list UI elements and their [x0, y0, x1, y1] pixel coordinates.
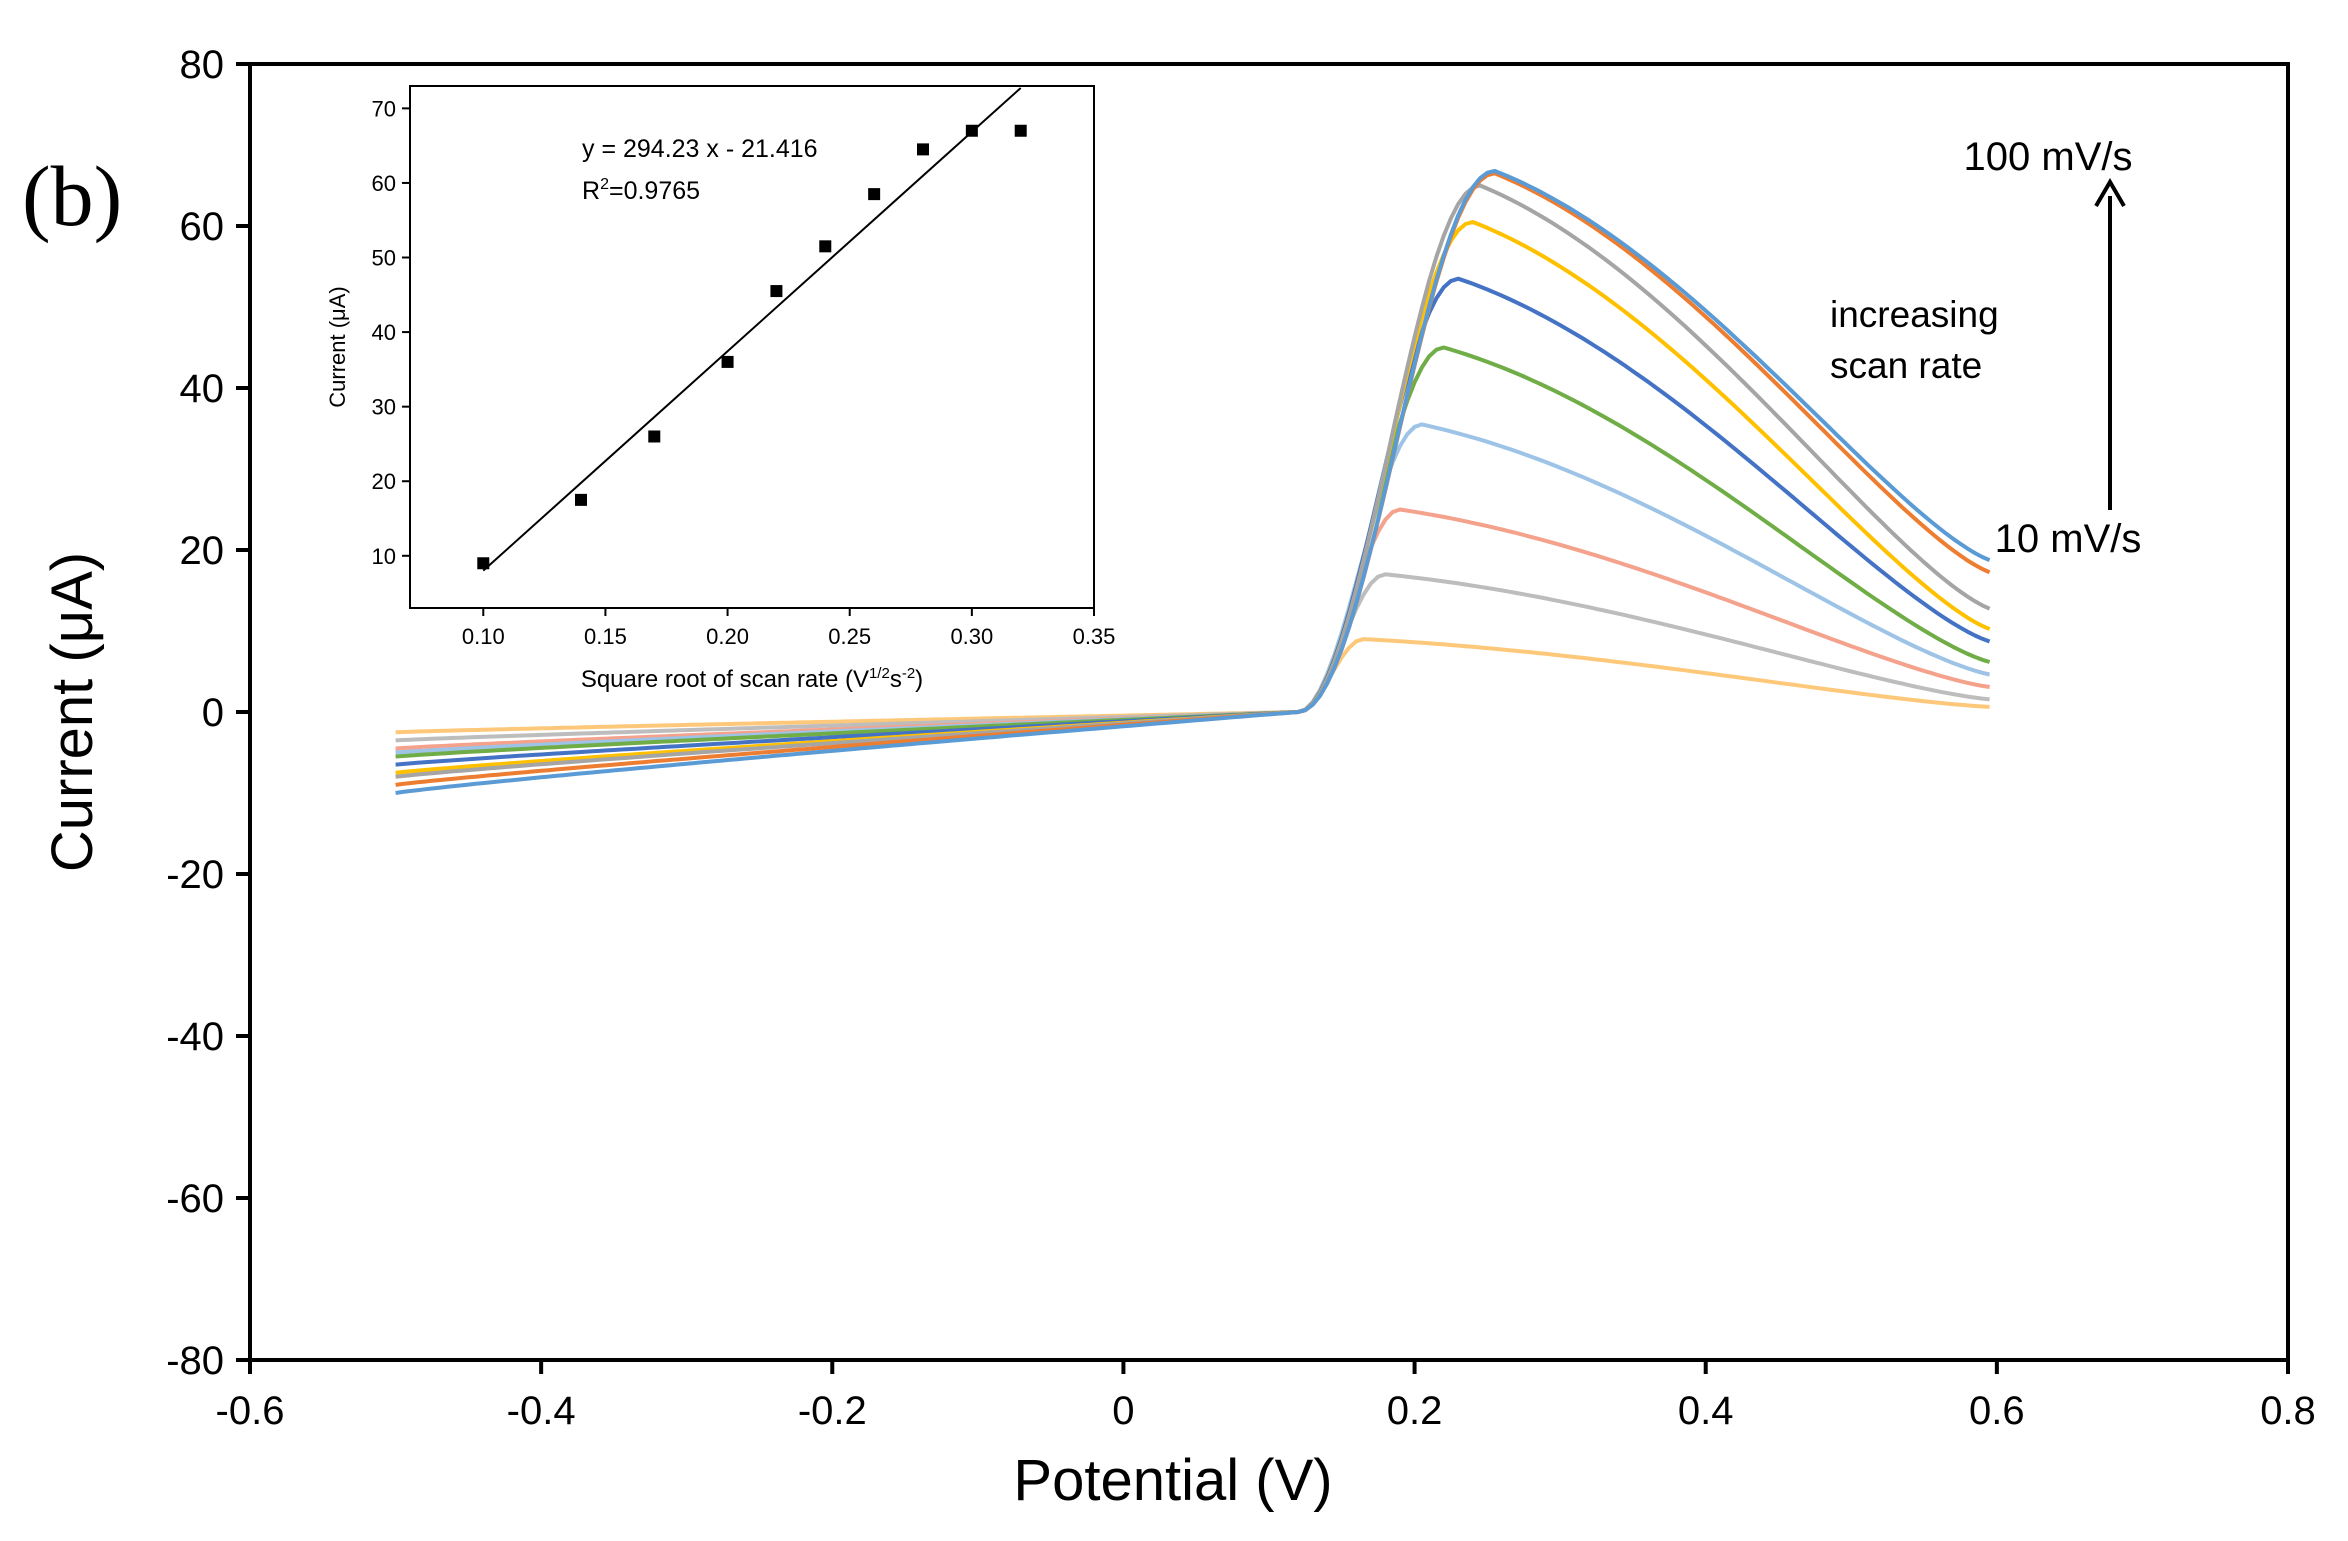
main-y-tick-label: -80	[166, 1339, 224, 1383]
inset-data-point	[1014, 124, 1027, 137]
main-y-tick-label: -40	[166, 1015, 224, 1059]
main-x-tick-label: 0.8	[2260, 1389, 2316, 1433]
main-y-axis-label: Current (μA)	[40, 552, 105, 872]
inset-data-point	[965, 124, 978, 137]
main-y-tick-label: -60	[166, 1177, 224, 1221]
inset-y-ticks: 10 20 30 40 50 60 70	[372, 96, 410, 569]
annotation-scan-rate: scan rate	[1830, 345, 1982, 386]
main-chart: -0.6 -0.4 -0.2 0 0.2 0.4 0.6 0.8 80 60 40 20 0 -20 -4…	[40, 43, 2316, 1513]
main-y-tick-label: -20	[166, 853, 224, 897]
inset-plot-frame	[409, 85, 1095, 609]
main-x-tick-label: 0.6	[1969, 1389, 2025, 1433]
inset-x-tick-label: 0.10	[462, 624, 505, 649]
main-x-tick-label: 0.4	[1678, 1389, 1734, 1433]
annotation-bottom-label: 10 mV/s	[1995, 517, 2142, 561]
main-y-tick-label: 0	[202, 691, 224, 735]
main-x-tick-label: -0.4	[507, 1389, 576, 1433]
annotation-increasing: increasing	[1830, 294, 1999, 335]
annotation-top-label: 100 mV/s	[1964, 135, 2133, 179]
main-y-tick-label: 60	[180, 205, 225, 249]
main-x-tick-label: 0.2	[1387, 1389, 1443, 1433]
inset-x-tick-label: 0.25	[828, 624, 871, 649]
inset-data-point	[721, 355, 734, 368]
main-x-tick-label: -0.6	[216, 1389, 285, 1433]
main-x-tick-label: -0.2	[798, 1389, 867, 1433]
main-x-tick-label: 0	[1112, 1389, 1134, 1433]
inset-fit-line	[482, 87, 1022, 572]
r2-superscript: 2	[600, 176, 609, 193]
inset-y-tick-label: 20	[372, 469, 396, 494]
inset-x-tick-label: 0.20	[706, 624, 749, 649]
inset-fit-equation: y = 294.23 x - 21.416	[582, 135, 818, 163]
inset-r-squared: R2=0.9765	[582, 176, 700, 205]
inset-x-tick-label: 0.15	[584, 624, 627, 649]
inset-data-point	[575, 493, 587, 506]
inset-fit-line-group	[482, 87, 1022, 572]
inset-x-tick-label: 0.35	[1073, 624, 1116, 649]
inset-y-tick-label: 60	[372, 171, 396, 196]
inset-data-point	[868, 188, 881, 201]
main-y-tick-label: 80	[180, 43, 225, 87]
r2-prefix: R	[582, 177, 600, 205]
inset-y-tick-label: 50	[372, 246, 396, 271]
inset-data-point	[770, 285, 783, 298]
r2-suffix: =0.9765	[609, 177, 700, 205]
inset-y-tick-label: 40	[372, 320, 396, 345]
inset-data-point	[917, 143, 929, 156]
main-y-ticks: 80 60 40 20 0 -20 -40 -60 -80	[166, 43, 250, 1383]
main-x-axis-label: Potential (V)	[1013, 1448, 1332, 1513]
inset-data-point	[477, 557, 490, 570]
cv-curve-100-mV-s	[395, 168, 1991, 795]
inset-x-tick-label: 0.30	[950, 624, 993, 649]
inset-y-axis-label: Current (μA)	[325, 286, 350, 407]
main-x-ticks: -0.6 -0.4 -0.2 0 0.2 0.4 0.6 0.8	[216, 1360, 2316, 1433]
cv-curves	[395, 168, 1991, 795]
main-y-tick-label: 20	[180, 529, 225, 573]
inset-x-ticks: 0.10 0.15 0.20 0.25 0.30 0.35	[462, 608, 1116, 649]
inset-chart: 0.10 0.15 0.20 0.25 0.30 0.35 10203040506070 …	[325, 85, 1116, 693]
inset-y-tick-label: 30	[372, 395, 396, 420]
inset-x-axis-label: Square root of scan rate (V1/2s-2)	[581, 665, 923, 693]
inset-data-points	[477, 124, 1027, 570]
main-y-tick-label: 40	[180, 367, 225, 411]
panel-label: (b)	[22, 148, 122, 244]
inset-data-point	[819, 240, 832, 253]
inset-y-tick-label: 70	[372, 96, 396, 121]
inset-y-tick-label: 10	[372, 544, 396, 569]
increase-arrow-head	[2094, 178, 2126, 208]
inset-data-point	[648, 430, 661, 443]
